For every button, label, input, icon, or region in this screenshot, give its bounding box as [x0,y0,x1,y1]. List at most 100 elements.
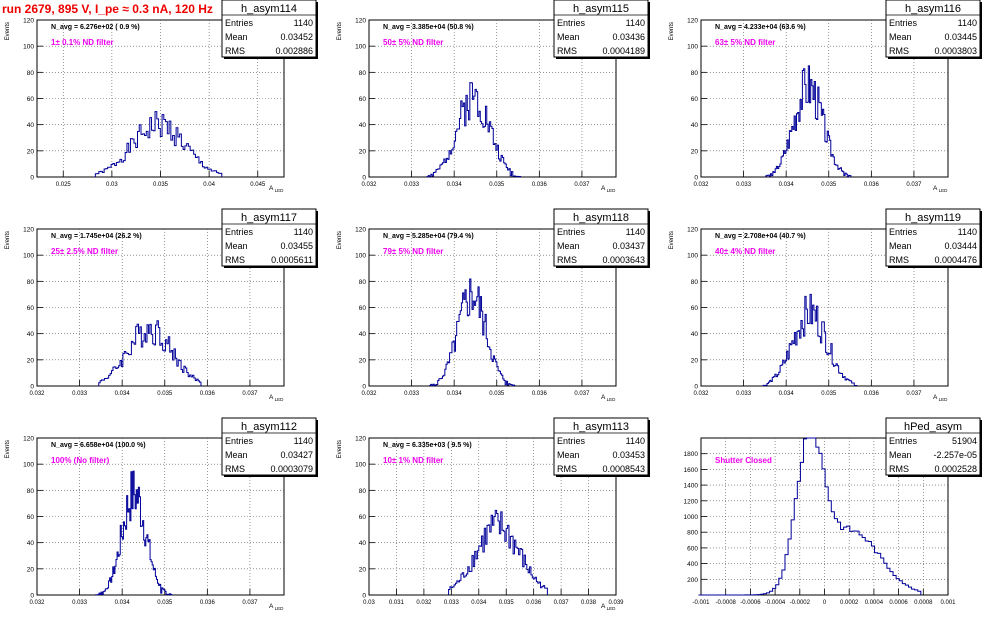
histogram-name: h_asym114 [241,3,297,15]
stats-box-frame [221,208,317,267]
stat-mean-label: Mean [225,241,248,251]
x-tick-label: 0.033 [736,391,752,397]
x-tick-label: 0.033 [404,182,420,188]
filter-label: 25± 2.5% ND filter [51,247,118,256]
y-tick-label: 120 [687,18,698,25]
y-tick-label: 60 [27,514,35,521]
y-tick-label: 1000 [684,514,699,521]
y-tick-label: 60 [359,96,367,103]
x-axis-label: A LED [269,185,284,193]
y-tick-label: 80 [27,488,35,495]
y-tick-label: 60 [27,305,35,312]
y-tick-label: 120 [355,436,366,443]
x-tick-label: 0.03 [106,182,118,188]
x-tick-label: 0.036 [526,600,542,606]
y-tick-label: 80 [691,279,699,286]
x-tick-label: 0.037 [554,600,570,606]
y-tick-label: 120 [355,227,366,234]
stat-rms-label: RMS [557,464,577,474]
stats-box: h_asym119 Entries 1140 Mean 0.03444 RMS 0.0004… [885,208,982,268]
stat-rms-label: RMS [889,46,909,56]
y-tick-label: 120 [355,18,366,25]
x-tick-label: -0.001 [692,600,710,606]
stat-rms-value: 0.002886 [275,46,313,56]
y-axis-label: Events [337,231,343,249]
x-tick-label: 0.034 [447,182,463,188]
stat-mean-value: -2.257e-05 [933,450,977,460]
stat-rms-label: RMS [225,46,245,56]
y-tick-label: 80 [27,279,35,286]
x-tick-label: 0.036 [532,391,548,397]
histogram-series [698,437,922,596]
stat-entries-label: Entries [225,436,254,446]
histogram-series [448,509,548,595]
stat-entries-label: Entries [889,436,918,446]
stat-rms-value: 0.0002528 [934,464,977,474]
y-tick-label: 0 [362,175,366,182]
navg-label: N_avg = 6.276e+02 ( 0.9 %) [51,24,140,31]
y-tick-label: 100 [355,462,366,469]
y-tick-label: 60 [691,96,699,103]
histogram-panel: 0 20 40 60 80 100 120 0.032 0.033 0.034 0.035 0.036… [5,417,318,611]
x-axis-label: A LED [601,394,616,402]
x-tick-label: 0.036 [864,391,880,397]
y-tick-label: 100 [687,44,698,51]
stats-box: h_asym113 Entries 1140 Mean 0.03453 RMS 0.0008… [553,417,650,477]
stat-entries-value: 1140 [626,227,645,237]
y-tick-label: 120 [23,436,34,443]
y-axis-label: Events [5,22,11,40]
y-tick-label: 1200 [684,498,699,505]
y-tick-label: 1400 [684,483,699,490]
stat-mean-label: Mean [557,450,580,460]
stat-rms-value: 0.0005611 [271,255,313,265]
stats-box-frame [885,0,981,58]
x-tick-label: 0.035 [153,182,169,188]
filter-label: 1± 0.1% ND filter [51,38,114,47]
x-tick-label: 0.03 [363,600,375,606]
y-tick-label: 0 [694,384,698,391]
stat-rms-value: 0.0004476 [934,255,977,265]
x-tick-label: 0.039 [608,600,624,606]
x-tick-label: 0.034 [115,391,131,397]
histogram-name: h_asym117 [241,212,297,224]
y-tick-label: 60 [359,305,367,312]
x-tick-label: 0.037 [242,600,258,606]
filter-label: 40± 4% ND filter [715,247,775,256]
stat-entries-label: Entries [889,18,918,28]
y-tick-label: 80 [359,279,367,286]
y-tick-label: 20 [359,566,367,573]
y-tick-label: 0 [30,384,34,391]
stats-box-frame [553,208,649,267]
navg-label: N_avg = 6.335e+03 ( 9.5 %) [383,442,472,449]
stat-mean-value: 0.03427 [280,450,313,460]
filter-label: 63± 5% ND filter [715,38,775,47]
y-tick-label: 20 [359,357,367,364]
stat-entries-value: 1140 [294,436,313,446]
stat-rms-label: RMS [889,464,909,474]
stat-rms-value: 0.0003643 [602,255,645,265]
y-axis-label: Events [337,22,343,40]
x-tick-label: 0.0008 [914,600,933,606]
y-axis-label: Events [337,440,343,458]
x-tick-label: 0.001 [940,600,956,606]
x-tick-label: 0.0002 [840,600,859,606]
stat-rms-value: 0.0003079 [270,464,313,474]
y-tick-label: 60 [27,96,35,103]
x-tick-label: 0.032 [361,391,377,397]
y-tick-label: 20 [27,566,35,573]
y-tick-label: 100 [355,44,366,51]
x-tick-label: 0.033 [72,600,88,606]
histogram-name: h_asym112 [241,421,297,433]
histogram-series [95,470,173,596]
y-tick-label: 100 [23,44,34,51]
stat-mean-label: Mean [225,32,248,42]
histogram-panel: 0 20 40 60 80 100 120 0.03 0.031 0.032 0.033 0.034 0… [337,417,650,611]
x-tick-label: 0.035 [157,600,173,606]
x-tick-label: 0.045 [250,182,266,188]
stat-mean-value: 0.03453 [612,450,645,460]
histogram-name: hPed_asym [904,421,962,433]
stat-mean-value: 0.03444 [944,241,977,251]
navg-label: N_avg = 5.285e+04 (79.4 %) [383,233,474,240]
y-tick-label: 40 [359,122,367,129]
y-tick-label: 40 [27,122,35,129]
